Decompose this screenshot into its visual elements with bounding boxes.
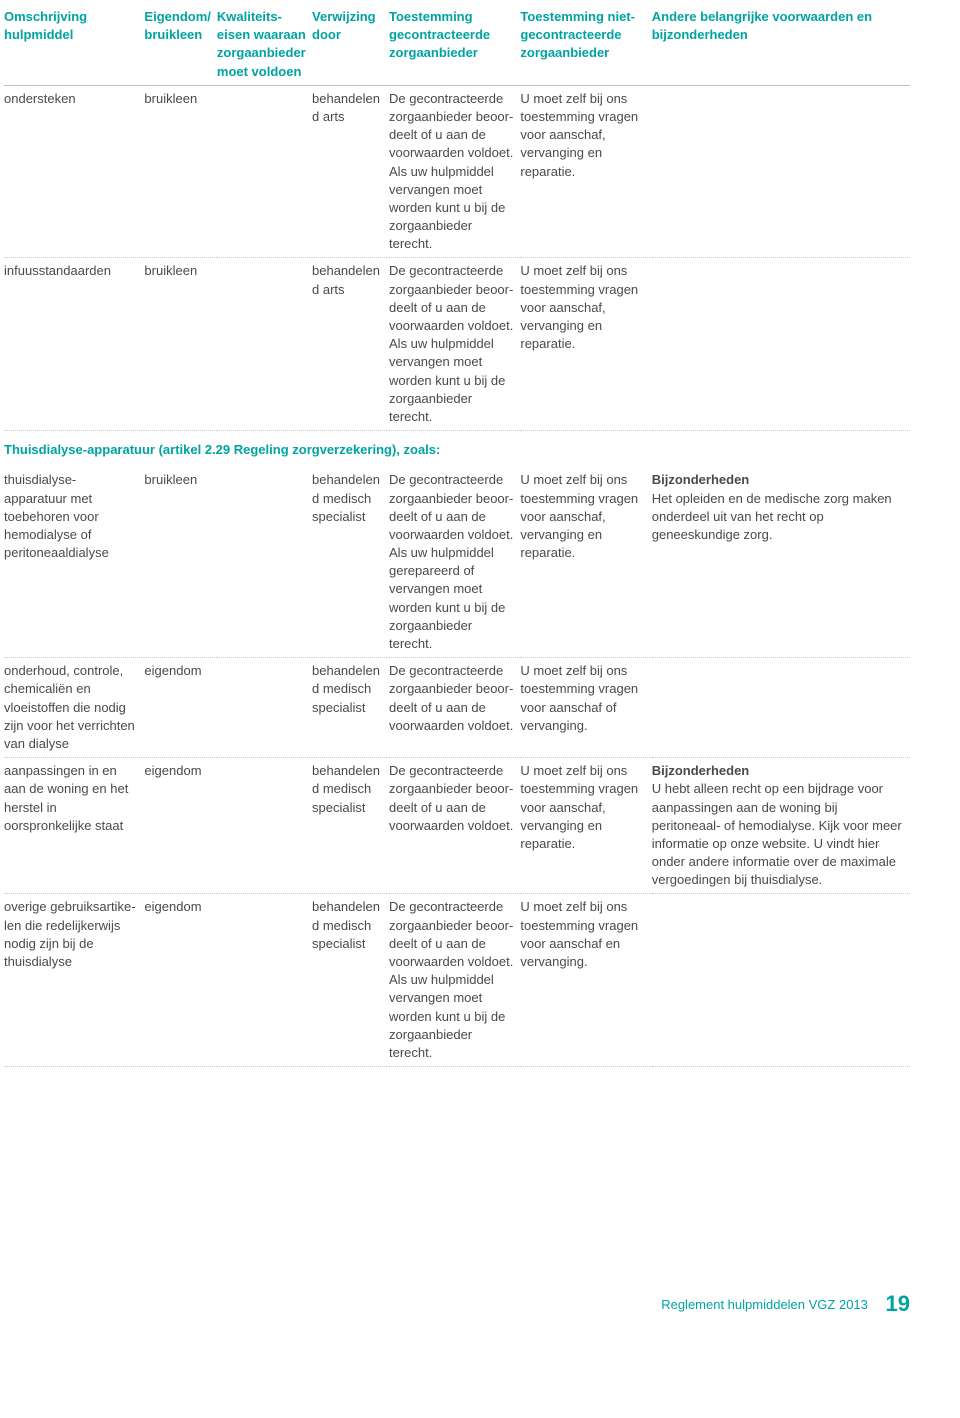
footer-text: Reglement hulpmiddelen VGZ 2013 — [661, 1297, 868, 1312]
cell-kwaliteitseisen — [217, 258, 312, 431]
bijzonderheden-title: Bijzonderheden — [652, 763, 750, 778]
cell-toestemming-gecontracteerd: De gecontracteerde zorgaanbieder beoor­d… — [389, 658, 520, 758]
cell-eigendom: eigendom — [144, 894, 216, 1067]
cell-verwijzing: behandelend arts — [312, 85, 389, 258]
table-row: overige gebruiksartike­len die redelijke… — [4, 894, 910, 1067]
cell-kwaliteitseisen — [217, 85, 312, 258]
cell-overige-voorwaarden — [652, 894, 910, 1067]
cell-overige-voorwaarden — [652, 258, 910, 431]
cell-toestemming-gecontracteerd: De gecontracteerde zorgaanbieder beoor­d… — [389, 894, 520, 1067]
cell-eigendom: eigendom — [144, 658, 216, 758]
cell-toestemming-niet-gecontracteerd: U moet zelf bij ons toestemming vragen v… — [520, 658, 651, 758]
cell-omschrijving: overige gebruiksartike­len die redelijke… — [4, 894, 144, 1067]
cell-omschrijving: ondersteken — [4, 85, 144, 258]
cell-toestemming-niet-gecontracteerd: U moet zelf bij ons toestemming vragen v… — [520, 467, 651, 657]
cell-overige-voorwaarden — [652, 658, 910, 758]
cell-overige-voorwaarden: Bijzonderheden Het opleiden en de medisc… — [652, 467, 910, 657]
col-header-overige-voorwaarden: Andere belangrijke voorwaarden en bijzon… — [652, 4, 910, 85]
cell-kwaliteitseisen — [217, 658, 312, 758]
col-header-toestemming-niet-gecontracteerd: Toestemming niet-gecontracteerde zorgaan… — [520, 4, 651, 85]
section-row: Thuisdialyse-apparatuur (artikel 2.29 Re… — [4, 431, 910, 468]
cell-toestemming-niet-gecontracteerd: U moet zelf bij ons toestemming vragen v… — [520, 894, 651, 1067]
cell-toestemming-gecontracteerd: De gecontracteerde zorgaanbieder beoor­d… — [389, 85, 520, 258]
cell-toestemming-gecontracteerd: De gecontracteerde zorgaanbieder beoor­d… — [389, 758, 520, 894]
bijzonderheden-title: Bijzonderheden — [652, 472, 750, 487]
cell-toestemming-niet-gecontracteerd: U moet zelf bij ons toestemming vragen v… — [520, 758, 651, 894]
cell-overige-voorwaarden — [652, 85, 910, 258]
table-row: thuisdialyse-apparatuur met toebehoren v… — [4, 467, 910, 657]
col-header-verwijzing: Verwijzing door — [312, 4, 389, 85]
cell-verwijzing: behandelend medisch specialist — [312, 758, 389, 894]
col-header-toestemming-gecontracteerd: Toestemming gecontracteerde zorgaanbiede… — [389, 4, 520, 85]
cell-kwaliteitseisen — [217, 467, 312, 657]
cell-verwijzing: behandelend arts — [312, 258, 389, 431]
col-header-omschrijving: Omschrijving hulpmiddel — [4, 4, 144, 85]
cell-omschrijving: onderhoud, controle, chemicaliën en vloe… — [4, 658, 144, 758]
cell-verwijzing: behandelend medisch specialist — [312, 467, 389, 657]
cell-omschrijving: thuisdialyse-apparatuur met toebehoren v… — [4, 467, 144, 657]
cell-toestemming-gecontracteerd: De gecontracteerde zorgaanbieder beoor­d… — [389, 258, 520, 431]
col-header-eigendom: Eigendom/ bruikleen — [144, 4, 216, 85]
page-number: 19 — [886, 1291, 910, 1316]
bijzonderheden-text: U hebt alleen recht op een bijdrage voor… — [652, 781, 902, 887]
cell-kwaliteitseisen — [217, 758, 312, 894]
bijzonderheden-text: Het opleiden en de medische zorg maken o… — [652, 491, 892, 542]
hulpmiddelen-table: Omschrijving hulpmiddel Eigendom/ bruikl… — [4, 4, 910, 1067]
cell-toestemming-niet-gecontracteerd: U moet zelf bij ons toestemming vragen v… — [520, 258, 651, 431]
cell-eigendom: bruikleen — [144, 85, 216, 258]
table-row: infuusstandaarden bruikleen behandelend … — [4, 258, 910, 431]
cell-toestemming-niet-gecontracteerd: U moet zelf bij ons toestemming vragen v… — [520, 85, 651, 258]
cell-verwijzing: behandelend medisch specialist — [312, 658, 389, 758]
cell-omschrijving: aanpassingen in en aan de woning en het … — [4, 758, 144, 894]
page-footer: Reglement hulpmiddelen VGZ 2013 19 — [661, 1289, 910, 1320]
cell-eigendom: bruikleen — [144, 467, 216, 657]
cell-eigendom: eigendom — [144, 758, 216, 894]
cell-kwaliteitseisen — [217, 894, 312, 1067]
table-row: ondersteken bruikleen behandelend arts D… — [4, 85, 910, 258]
cell-overige-voorwaarden: Bijzonderheden U hebt alleen recht op ee… — [652, 758, 910, 894]
table-row: onderhoud, controle, chemicaliën en vloe… — [4, 658, 910, 758]
table-header-row: Omschrijving hulpmiddel Eigendom/ bruikl… — [4, 4, 910, 85]
section-title: Thuisdialyse-apparatuur (artikel 2.29 Re… — [4, 435, 904, 463]
cell-verwijzing: behandelend medisch specialist — [312, 894, 389, 1067]
table-row: aanpassingen in en aan de woning en het … — [4, 758, 910, 894]
cell-omschrijving: infuusstandaarden — [4, 258, 144, 431]
col-header-kwaliteitseisen: Kwaliteits­eisen waaraan zorgaanbieder m… — [217, 4, 312, 85]
cell-toestemming-gecontracteerd: De gecontracteerde zorgaanbieder beoor­d… — [389, 467, 520, 657]
cell-eigendom: bruikleen — [144, 258, 216, 431]
